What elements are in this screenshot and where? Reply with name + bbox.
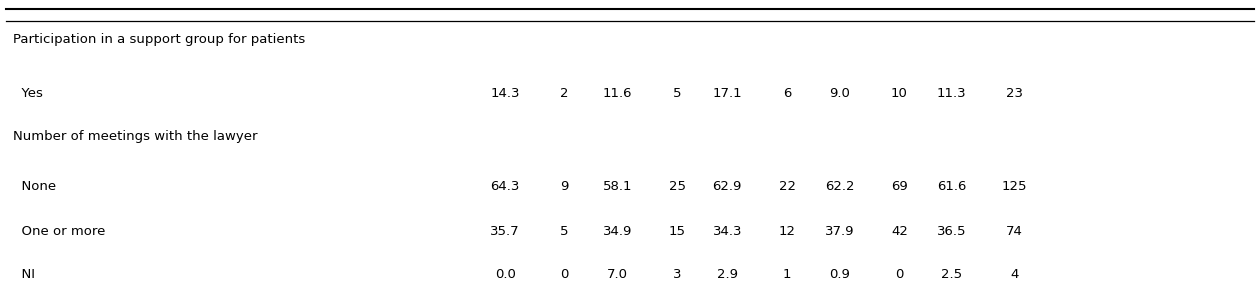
Text: 61.6: 61.6 bbox=[937, 180, 966, 193]
Text: 42: 42 bbox=[891, 225, 908, 238]
Text: 11.6: 11.6 bbox=[602, 88, 633, 100]
Text: 6: 6 bbox=[782, 88, 791, 100]
Text: 5: 5 bbox=[559, 225, 568, 238]
Text: Number of meetings with the lawyer: Number of meetings with the lawyer bbox=[13, 130, 257, 143]
Text: 0.9: 0.9 bbox=[829, 268, 851, 281]
Text: 14.3: 14.3 bbox=[490, 88, 520, 100]
Text: 10: 10 bbox=[891, 88, 908, 100]
Text: 12: 12 bbox=[779, 225, 795, 238]
Text: 0: 0 bbox=[559, 268, 568, 281]
Text: Yes: Yes bbox=[13, 88, 43, 100]
Text: 69: 69 bbox=[891, 180, 907, 193]
Text: 0: 0 bbox=[896, 268, 903, 281]
Text: None: None bbox=[13, 180, 55, 193]
Text: 9.0: 9.0 bbox=[829, 88, 851, 100]
Text: 62.2: 62.2 bbox=[825, 180, 854, 193]
Text: 23: 23 bbox=[1005, 88, 1023, 100]
Text: 2.5: 2.5 bbox=[941, 268, 963, 281]
Text: 9: 9 bbox=[559, 180, 568, 193]
Text: 34.9: 34.9 bbox=[602, 225, 633, 238]
Text: 58.1: 58.1 bbox=[602, 180, 633, 193]
Text: 2.9: 2.9 bbox=[717, 268, 738, 281]
Text: 74: 74 bbox=[1005, 225, 1023, 238]
Text: 25: 25 bbox=[669, 180, 685, 193]
Text: 1: 1 bbox=[782, 268, 791, 281]
Text: 0.0: 0.0 bbox=[495, 268, 515, 281]
Text: Participation in a support group for patients: Participation in a support group for pat… bbox=[13, 33, 305, 46]
Text: 7.0: 7.0 bbox=[607, 268, 627, 281]
Text: NI: NI bbox=[13, 268, 34, 281]
Text: 3: 3 bbox=[673, 268, 682, 281]
Text: 11.3: 11.3 bbox=[937, 88, 966, 100]
Text: 125: 125 bbox=[1002, 180, 1027, 193]
Text: 5: 5 bbox=[673, 88, 682, 100]
Text: 15: 15 bbox=[669, 225, 685, 238]
Text: 62.9: 62.9 bbox=[713, 180, 742, 193]
Text: 36.5: 36.5 bbox=[937, 225, 966, 238]
Text: One or more: One or more bbox=[13, 225, 105, 238]
Text: 34.3: 34.3 bbox=[713, 225, 742, 238]
Text: 2: 2 bbox=[559, 88, 568, 100]
Text: 17.1: 17.1 bbox=[712, 88, 742, 100]
Text: 35.7: 35.7 bbox=[490, 225, 520, 238]
Text: 4: 4 bbox=[1011, 268, 1018, 281]
Text: 22: 22 bbox=[779, 180, 795, 193]
Text: 37.9: 37.9 bbox=[825, 225, 854, 238]
Text: 64.3: 64.3 bbox=[490, 180, 520, 193]
